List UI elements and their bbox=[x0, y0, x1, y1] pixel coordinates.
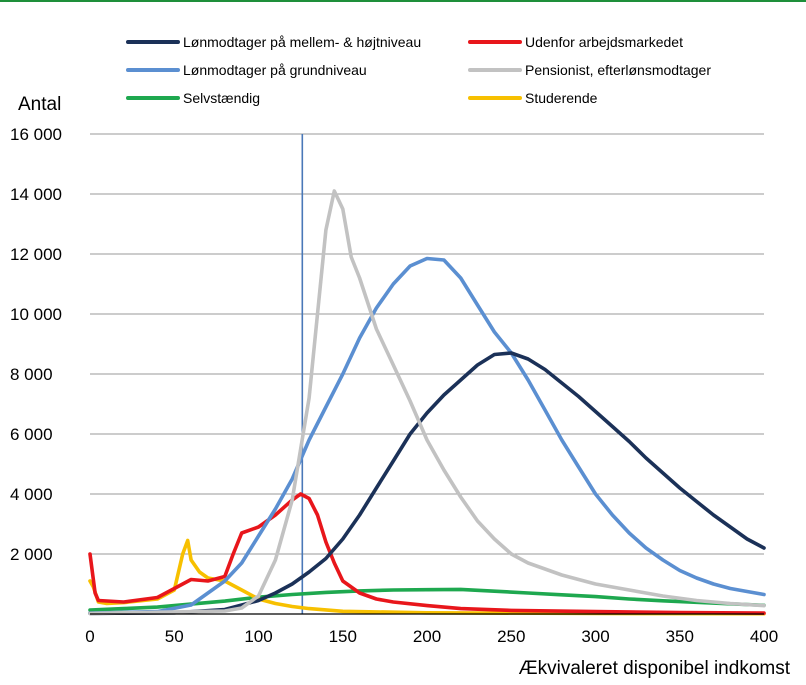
series-line bbox=[88, 189, 766, 616]
x-tick-label: 0 bbox=[85, 627, 94, 646]
y-axis-label: Antal bbox=[18, 94, 61, 115]
legend-entry: Lønmodtager på mellem- & højtniveau bbox=[183, 34, 421, 50]
y-tick-label: 16 000 bbox=[10, 125, 62, 144]
x-tick-label: 50 bbox=[165, 627, 184, 646]
x-tick-label: 200 bbox=[413, 627, 441, 646]
y-tick-label: 12 000 bbox=[10, 245, 62, 264]
legend-entry: Studerende bbox=[525, 90, 598, 106]
y-tick-label: 6 000 bbox=[10, 425, 53, 444]
x-tick-label: 350 bbox=[666, 627, 694, 646]
x-tick-label: 300 bbox=[581, 627, 609, 646]
x-tick-label: 400 bbox=[750, 627, 778, 646]
y-tick-label: 4 000 bbox=[10, 485, 53, 504]
series-line bbox=[88, 351, 766, 616]
y-tick-label: 10 000 bbox=[10, 305, 62, 324]
y-tick-label: 14 000 bbox=[10, 185, 62, 204]
legend-entry: Pensionist, efterlønsmodtager bbox=[525, 62, 711, 78]
y-tick-label: 2 000 bbox=[10, 545, 53, 564]
gridlines bbox=[90, 133, 764, 555]
x-tick-label: 250 bbox=[497, 627, 525, 646]
legend-entry: Selvstændig bbox=[183, 90, 260, 106]
y-tick-label: 8 000 bbox=[10, 365, 53, 384]
series-lines bbox=[88, 189, 766, 616]
series-line bbox=[88, 492, 766, 615]
series-line bbox=[88, 587, 766, 612]
series-line bbox=[88, 256, 766, 615]
x-tick-label: 100 bbox=[244, 627, 272, 646]
y-tick-labels: 2 000 4 000 6 000 8 000 10 000 12 000 14 000 16… bbox=[10, 125, 62, 564]
legend-entry: Lønmodtager på grundniveau bbox=[183, 62, 367, 78]
legend: Lønmodtager på mellem- & højtniveau Udenf… bbox=[126, 34, 711, 106]
x-axis-label: Ækvivaleret disponibel indkomst bbox=[519, 658, 791, 679]
x-tick-label: 150 bbox=[329, 627, 357, 646]
x-tick-labels: 0 50 100 150 200 250 300 350 400 bbox=[85, 627, 778, 646]
legend-entry: Udenfor arbejdsmarkedet bbox=[525, 34, 683, 50]
